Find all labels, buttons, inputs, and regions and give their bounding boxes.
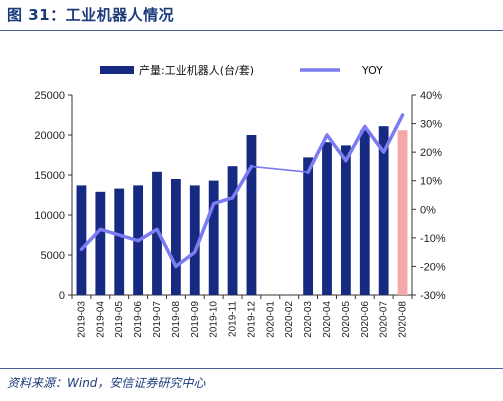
- x-tick-label: 2020-07: [379, 301, 390, 338]
- source-divider: [0, 368, 503, 369]
- right-tick-label: -10%: [420, 233, 446, 245]
- x-tick-label: 2019-11: [228, 301, 239, 337]
- right-tick-label: 10%: [420, 176, 442, 188]
- left-tick-label: 25000: [34, 90, 65, 102]
- left-tick-label: 0: [59, 290, 65, 302]
- right-tick-label: 30%: [420, 119, 442, 131]
- yoy-line: [306, 113, 405, 174]
- title-divider: [0, 30, 503, 31]
- chart-canvas: 产量:工业机器人(台/套) YOY 0 5000 10000 15000 20000 25…: [34, 63, 445, 338]
- left-tick-label: 10000: [34, 210, 65, 222]
- legend-line-label: YOY: [361, 64, 383, 77]
- x-tick-label: 2020-01: [265, 301, 276, 338]
- bar: [340, 145, 351, 295]
- bar: [208, 180, 219, 295]
- x-tick-label: 2019-04: [95, 301, 106, 338]
- bar: [322, 142, 332, 295]
- legend-bar-swatch: [100, 66, 134, 74]
- x-tick-labels: 2019-03 2019-04 2019-05 2019-06 2019-07 2019-…: [76, 301, 408, 338]
- right-tick-label: -20%: [420, 261, 446, 273]
- x-tick-label: 2020-04: [322, 301, 333, 338]
- x-tick-label: 2019-08: [171, 301, 182, 338]
- right-tick-label: 0%: [420, 204, 436, 216]
- x-tick-label: 2020-06: [360, 301, 371, 338]
- x-tick-label: 2020-08: [398, 301, 409, 338]
- x-tick-label: 2020-03: [303, 301, 314, 338]
- right-tick-label: -30%: [420, 290, 446, 302]
- bar: [359, 130, 370, 295]
- bar: [76, 185, 87, 295]
- x-tick-label: 2020-05: [341, 301, 352, 338]
- x-tick-label: 2019-10: [209, 301, 220, 338]
- bar: [378, 126, 389, 295]
- left-tick-label: 15000: [34, 170, 65, 182]
- left-tick-label: 5000: [41, 250, 65, 262]
- bar: [246, 135, 257, 295]
- bar: [303, 157, 314, 295]
- x-tick-label: 2020-02: [284, 301, 295, 338]
- line-series: [79, 113, 405, 269]
- x-tick-label: 2019-06: [133, 301, 144, 338]
- bar: [397, 130, 408, 295]
- bar: [114, 188, 125, 295]
- x-tick-label: 2019-12: [246, 301, 257, 338]
- bar: [170, 179, 181, 295]
- yoy-gap-connector: [251, 165, 309, 173]
- x-tick-label: 2019-07: [152, 301, 163, 338]
- x-tick-label: 2019-03: [76, 301, 87, 338]
- legend: 产量:工业机器人(台/套) YOY: [100, 63, 383, 77]
- legend-bar-label: 产量:工业机器人(台/套): [139, 63, 254, 77]
- right-tick-label: 20%: [420, 147, 442, 159]
- bar: [189, 185, 200, 295]
- bar: [227, 166, 238, 295]
- bar: [95, 191, 106, 295]
- figure-title: 图 31：工业机器人情况: [7, 6, 175, 24]
- axes: 0 5000 10000 15000 20000 25000 -30% -20% -10% 0% 1…: [34, 90, 445, 302]
- source-note: 资料来源：Wind，安信证券研究中心: [7, 376, 206, 390]
- right-tick-label: 40%: [420, 90, 442, 102]
- x-tick-label: 2019-05: [114, 301, 125, 338]
- x-tick-label: 2019-09: [190, 301, 201, 338]
- bar-series: [76, 126, 408, 295]
- left-tick-label: 20000: [34, 130, 65, 142]
- yoy-line: [79, 164, 254, 269]
- bar: [152, 171, 162, 295]
